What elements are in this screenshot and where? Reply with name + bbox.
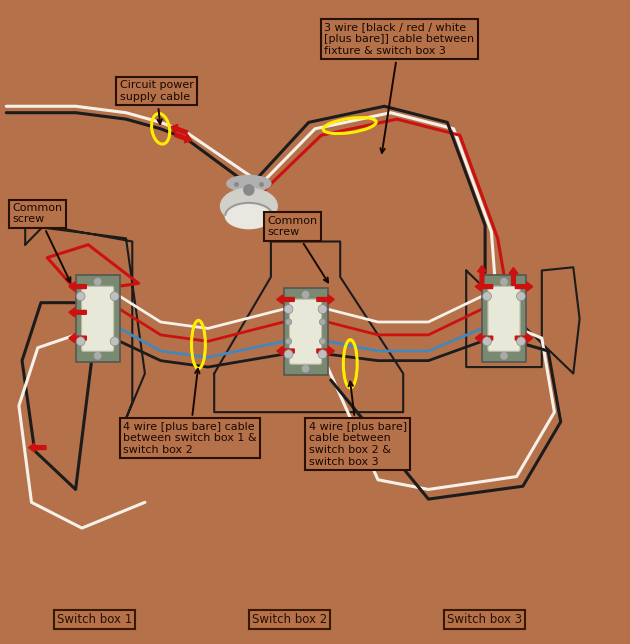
Circle shape xyxy=(302,291,309,298)
Circle shape xyxy=(285,338,292,345)
FancyArrow shape xyxy=(475,334,493,343)
Circle shape xyxy=(110,337,119,346)
Circle shape xyxy=(319,338,326,345)
Circle shape xyxy=(110,292,119,301)
FancyArrow shape xyxy=(277,295,294,304)
FancyArrow shape xyxy=(475,282,493,291)
FancyBboxPatch shape xyxy=(289,299,321,365)
FancyArrow shape xyxy=(28,443,46,452)
FancyArrow shape xyxy=(69,282,86,291)
Circle shape xyxy=(318,350,327,359)
Circle shape xyxy=(244,185,254,195)
FancyArrow shape xyxy=(515,282,533,291)
Circle shape xyxy=(483,292,491,301)
FancyArrow shape xyxy=(317,295,335,304)
FancyBboxPatch shape xyxy=(284,289,328,375)
Circle shape xyxy=(501,278,507,285)
FancyBboxPatch shape xyxy=(488,286,520,352)
Circle shape xyxy=(318,305,327,314)
Circle shape xyxy=(517,292,525,301)
FancyArrow shape xyxy=(515,334,533,343)
Text: 3 wire [black / red / white
[plus bare]] cable between
fixture & switch box 3: 3 wire [black / red / white [plus bare]]… xyxy=(324,23,474,153)
Circle shape xyxy=(285,319,292,325)
Circle shape xyxy=(94,353,101,359)
Text: Common
screw: Common screw xyxy=(268,216,328,282)
Text: Switch box 3: Switch box 3 xyxy=(447,613,522,626)
Circle shape xyxy=(302,366,309,372)
FancyArrow shape xyxy=(171,124,188,135)
Ellipse shape xyxy=(227,176,271,192)
Circle shape xyxy=(76,337,85,346)
FancyArrow shape xyxy=(277,346,294,355)
Text: Switch box 1: Switch box 1 xyxy=(57,613,132,626)
Circle shape xyxy=(284,350,293,359)
Circle shape xyxy=(94,278,101,285)
Circle shape xyxy=(517,337,525,346)
Circle shape xyxy=(284,305,293,314)
Circle shape xyxy=(76,292,85,301)
FancyBboxPatch shape xyxy=(82,286,113,352)
Text: Common
screw: Common screw xyxy=(13,203,71,282)
Circle shape xyxy=(483,337,491,346)
Circle shape xyxy=(319,319,326,325)
FancyArrow shape xyxy=(69,334,86,343)
FancyArrow shape xyxy=(175,133,192,143)
FancyArrow shape xyxy=(69,308,86,317)
FancyArrow shape xyxy=(478,265,486,283)
Ellipse shape xyxy=(220,189,277,224)
Circle shape xyxy=(501,353,507,359)
Ellipse shape xyxy=(226,203,273,229)
FancyBboxPatch shape xyxy=(482,276,526,362)
Text: Circuit power
supply cable: Circuit power supply cable xyxy=(120,80,193,124)
FancyArrow shape xyxy=(509,267,518,285)
Text: 4 wire [plus bare] cable
between switch box 1 &
switch box 2: 4 wire [plus bare] cable between switch … xyxy=(123,369,256,455)
Text: Switch box 2: Switch box 2 xyxy=(252,613,327,626)
FancyBboxPatch shape xyxy=(76,276,120,362)
FancyArrow shape xyxy=(317,346,335,355)
Text: 4 wire [plus bare]
cable between
switch box 2 &
switch box 3: 4 wire [plus bare] cable between switch … xyxy=(309,382,407,467)
